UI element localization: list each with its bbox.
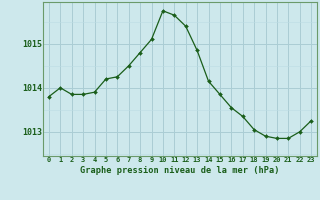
X-axis label: Graphe pression niveau de la mer (hPa): Graphe pression niveau de la mer (hPa) <box>80 166 280 175</box>
